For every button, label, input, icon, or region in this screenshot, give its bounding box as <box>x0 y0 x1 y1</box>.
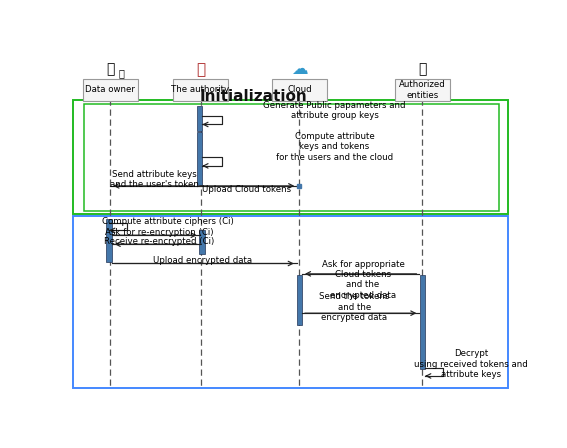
Text: 👥: 👥 <box>418 62 426 76</box>
FancyBboxPatch shape <box>395 79 450 101</box>
Bar <box>197 106 202 131</box>
Text: ☁: ☁ <box>291 60 308 78</box>
Text: Send attribute keys
and the user's token: Send attribute keys and the user's token <box>110 170 199 190</box>
FancyBboxPatch shape <box>272 79 327 101</box>
Text: 👥: 👥 <box>106 62 115 76</box>
Text: Generate Public papameters and
attribute group keys: Generate Public papameters and attribute… <box>263 101 406 120</box>
Bar <box>297 275 302 324</box>
Text: Ask for appropriate
Cloud tokens
and the
encrypted data: Ask for appropriate Cloud tokens and the… <box>321 259 404 300</box>
Text: Upload Cloud tokens: Upload Cloud tokens <box>202 185 291 194</box>
Text: Compute attribute ciphers (Ci): Compute attribute ciphers (Ci) <box>101 216 234 225</box>
Bar <box>106 220 112 263</box>
Bar <box>420 275 425 370</box>
Text: Decrypt
using received tokens and
attribute keys: Decrypt using received tokens and attrib… <box>414 349 528 379</box>
Text: Compute attribute
keys and tokens
for the users and the cloud: Compute attribute keys and tokens for th… <box>276 132 393 162</box>
Bar <box>73 100 508 214</box>
FancyBboxPatch shape <box>173 79 228 101</box>
Text: 🛡: 🛡 <box>196 62 205 77</box>
Text: Authorized
entities: Authorized entities <box>399 80 446 100</box>
Text: 🚗: 🚗 <box>119 68 124 78</box>
Text: Send the tokens
and the
encrypted data: Send the tokens and the encrypted data <box>319 293 390 322</box>
Text: Upload encrypted data: Upload encrypted data <box>153 256 252 265</box>
FancyBboxPatch shape <box>83 79 138 101</box>
Text: Ask for re-encryption (Ci): Ask for re-encryption (Ci) <box>104 228 213 237</box>
Bar <box>197 132 202 185</box>
Text: Cloud: Cloud <box>287 86 312 95</box>
Bar <box>84 104 500 211</box>
Bar <box>73 216 508 388</box>
Text: Initialization: Initialization <box>200 89 307 104</box>
Text: Data owner: Data owner <box>86 86 136 95</box>
Text: The authority: The authority <box>171 86 230 95</box>
Bar <box>200 230 205 254</box>
Text: Receive re-encrypted (Ci): Receive re-encrypted (Ci) <box>104 237 214 246</box>
